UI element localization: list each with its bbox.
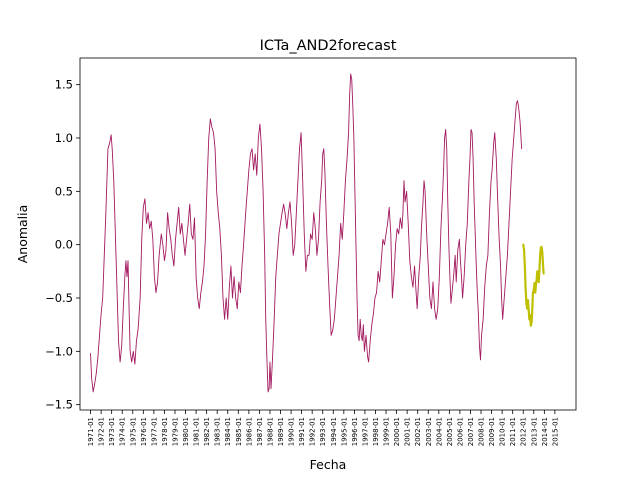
x-tick-label: 1974-01 (119, 417, 127, 446)
x-tick-label: 1980-01 (182, 417, 190, 446)
x-tick-label: 1995-01 (340, 417, 348, 446)
x-tick-label: 2010-01 (499, 417, 507, 446)
x-tick-label: 1985-01 (235, 417, 243, 446)
x-tick-label: 1975-01 (129, 417, 137, 446)
x-tick-label: 1988-01 (266, 417, 274, 446)
y-tick-label: 1.0 (55, 131, 73, 145)
x-tick-label: 1973-01 (108, 417, 116, 446)
x-tick-label: 2009-01 (488, 417, 496, 446)
x-tick-label: 1994-01 (330, 417, 338, 446)
x-tick-label: 1997-01 (361, 417, 369, 446)
x-tick-label: 1976-01 (140, 417, 148, 446)
x-tick-label: 2011-01 (509, 417, 517, 446)
x-tick-label: 1977-01 (150, 417, 158, 446)
y-tick-label: −0.5 (45, 291, 73, 305)
x-tick-label: 2012-01 (520, 417, 528, 446)
x-tick-label: 1978-01 (161, 417, 169, 446)
series-line-1 (522, 243, 545, 327)
x-tick-label: 2005-01 (446, 417, 454, 446)
x-tick-label: 1990-01 (288, 417, 296, 446)
x-tick-label: 2004-01 (435, 417, 443, 446)
x-tick-label: 1979-01 (171, 417, 179, 446)
x-tick-label: 1998-01 (372, 417, 380, 446)
x-tick-label: 2007-01 (467, 417, 475, 446)
x-tick-label: 1991-01 (298, 417, 306, 446)
y-tick-label: 1.5 (55, 78, 73, 92)
x-axis: 1971-01 1972-01 1973-01 1974-01 1975-01 1976-… (87, 410, 559, 446)
x-tick-label: 2014-01 (541, 417, 549, 446)
x-tick-label: 1996-01 (351, 417, 359, 446)
x-tick-label: 1986-01 (245, 417, 253, 446)
x-tick-label: 2000-01 (393, 417, 401, 446)
x-tick-label: 1984-01 (224, 417, 232, 446)
x-tick-label: 1981-01 (193, 417, 201, 446)
x-tick-label: 1992-01 (309, 417, 317, 446)
x-tick-label: 2006-01 (456, 417, 464, 446)
x-axis-label: Fecha (310, 457, 347, 472)
x-tick-label: 1993-01 (319, 417, 327, 446)
y-tick-label: 0.0 (55, 238, 73, 252)
y-axis-label: Anomalia (15, 205, 30, 264)
x-tick-label: 2003-01 (425, 417, 433, 446)
x-tick-label: 1987-01 (256, 417, 264, 446)
x-tick-label: 1989-01 (277, 417, 285, 446)
y-tick-label: 0.5 (55, 184, 73, 198)
x-tick-label: 2002-01 (414, 417, 422, 446)
x-tick-label: 2008-01 (478, 417, 486, 446)
y-axis: −1.5 −1.0 −0.5 0.0 0.5 1.0 1.5 (45, 78, 80, 412)
series-line-0 (90, 73, 523, 393)
x-tick-label: 1999-01 (383, 417, 391, 446)
plot-frame (79, 57, 577, 411)
x-tick-label: 2013-01 (530, 417, 538, 446)
y-tick-label: −1.0 (45, 344, 73, 358)
x-tick-label: 1972-01 (98, 417, 106, 446)
x-tick-label: 1971-01 (87, 417, 95, 446)
chart-title: ICTa_AND2forecast (260, 38, 397, 54)
x-tick-label: 2015-01 (551, 417, 559, 446)
x-tick-label: 1983-01 (214, 417, 222, 446)
x-tick-label: 1982-01 (203, 417, 211, 446)
y-tick-label: −1.5 (45, 398, 73, 412)
x-tick-label: 2001-01 (404, 417, 412, 446)
series-layer (90, 73, 545, 393)
